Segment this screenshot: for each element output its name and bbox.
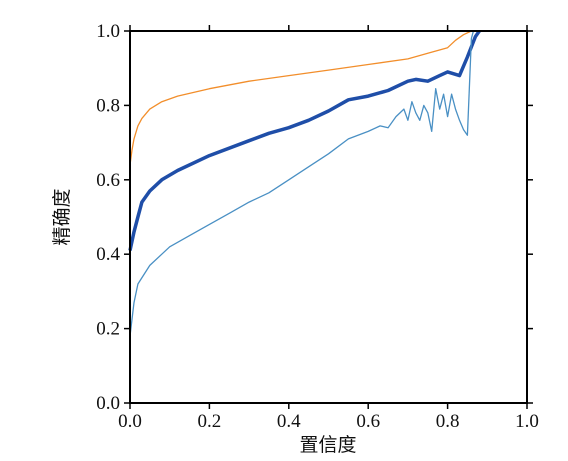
y-tick-label: 0.8 — [96, 95, 120, 116]
x-tick-label: 0.2 — [198, 411, 222, 432]
x-axis-title: 置信度 — [299, 434, 356, 456]
axis-ticks — [124, 25, 533, 409]
series-line-3 — [129, 30, 475, 337]
x-tick-label: 1.0 — [515, 411, 539, 432]
plot-frame — [129, 30, 528, 404]
x-tick-label: 0.8 — [436, 411, 460, 432]
y-tick-label: 0.0 — [96, 393, 120, 414]
series-line-1 — [129, 30, 472, 165]
series-line-2 — [128, 29, 481, 251]
y-axis-title: 精确度 — [51, 188, 73, 245]
plot-lines — [128, 29, 481, 337]
y-tick-label: 1.0 — [96, 21, 120, 42]
y-tick-label: 0.2 — [96, 319, 120, 340]
tick-labels: 0.0 0.2 0.4 0.6 0.8 1.0 0.0 0.2 0.4 0.6 0.8 1.0 — [96, 21, 539, 432]
y-tick-label: 0.4 — [96, 244, 120, 265]
x-tick-label: 0.0 — [118, 411, 142, 432]
x-tick-label: 0.6 — [356, 411, 380, 432]
x-tick-label: 0.4 — [277, 411, 301, 432]
y-tick-label: 0.6 — [96, 170, 120, 191]
